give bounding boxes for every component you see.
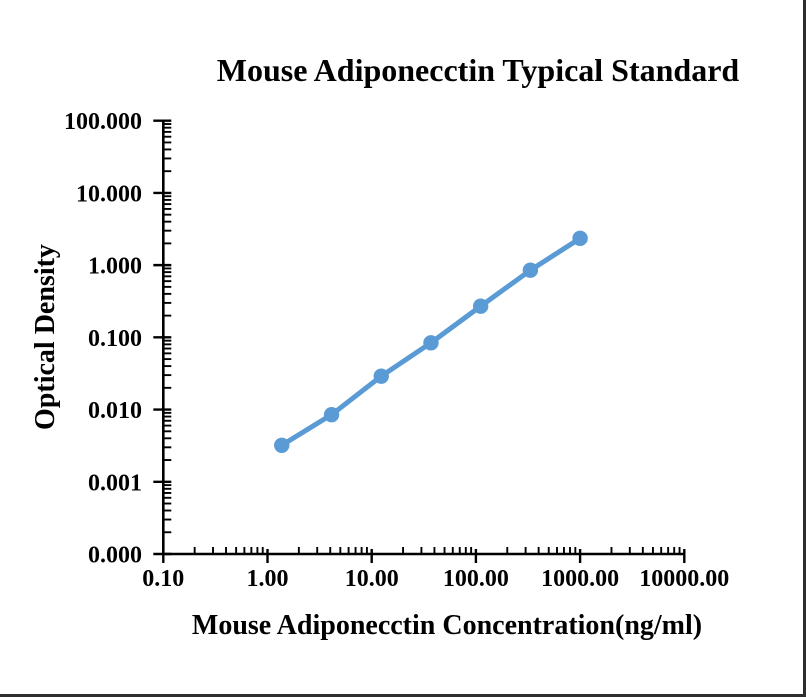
y-tick-label: 1.000 (88, 254, 142, 280)
y-tick-label: 10.000 (76, 181, 142, 207)
x-axis-title: Mouse Adiponecctin Concentration(ng/ml) (191, 610, 703, 641)
data-point-marker (274, 437, 290, 454)
y-tick-label: 0.001 (88, 470, 142, 496)
data-point-marker (572, 230, 588, 247)
data-point-marker (522, 262, 539, 278)
data-point-marker (423, 335, 439, 351)
x-tick-label: 1.00 (247, 566, 289, 592)
x-tick-label: 10.00 (345, 566, 399, 592)
y-tick-label: 0.010 (88, 398, 142, 424)
chart-title: Mouse Adiponecctin Typical Standard (216, 52, 740, 88)
y-tick-label: 100.000 (64, 109, 142, 135)
x-tick-label: 10000.00 (639, 566, 729, 592)
axis-spines (162, 120, 685, 556)
y-tick-label: 0.000 (88, 543, 142, 569)
data-point-marker (373, 368, 389, 384)
data-point-marker (323, 406, 340, 423)
y-tick-label: 0.100 (88, 326, 142, 352)
x-tick-label: 100.00 (443, 566, 509, 592)
x-tick-label: 0.10 (142, 566, 184, 592)
x-tick-label: 1000.00 (541, 566, 619, 592)
data-point-marker (472, 298, 489, 314)
